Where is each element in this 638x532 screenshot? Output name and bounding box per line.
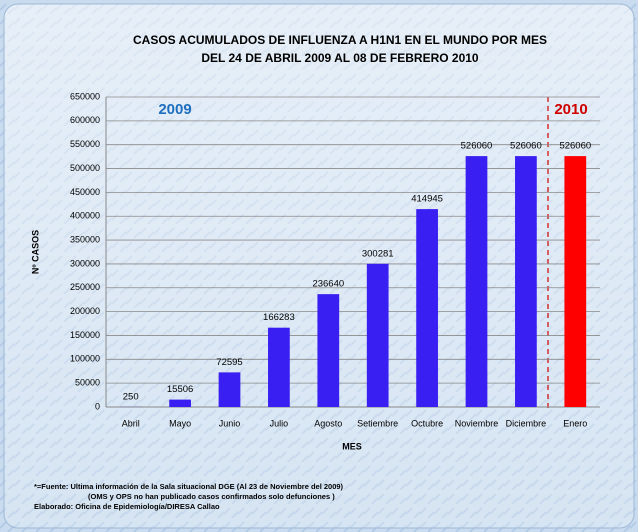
y-tick-label: 250000 [70,282,100,292]
x-tick-label: Agosto [314,418,342,428]
y-tick-label: 0 [95,401,100,411]
y-axis-label: Nº CASOS [30,230,40,274]
footnote: (OMS y OPS no han publicado casos confir… [88,492,335,501]
value-label: 15506 [167,384,193,395]
value-label: 526060 [559,141,591,152]
x-tick-label: Octubre [411,418,443,428]
value-label: 526060 [510,141,542,152]
y-tick-label: 450000 [70,187,100,197]
bar [317,294,340,407]
y-tick-label: 500000 [70,163,100,173]
value-label: 250 [123,391,139,402]
year-annotation: 2010 [554,101,587,118]
bar [218,372,241,407]
bar [268,327,290,407]
y-tick-label: 150000 [70,330,100,340]
bar [465,156,488,407]
value-label: 526060 [461,141,493,152]
y-tick-label: 650000 [70,91,100,101]
value-label: 166283 [263,312,295,323]
x-tick-label: Noviembre [455,418,499,428]
bar [169,399,191,407]
y-tick-label: 600000 [70,115,100,125]
y-tick-label: 100000 [70,354,100,364]
footnote: Elaborado: Oficina de Epidemiología/DIRE… [34,502,220,511]
x-tick-label: Abril [122,418,140,428]
x-axis-label: MES [342,441,362,451]
x-tick-label: Julio [270,418,289,428]
chart-title: CASOS ACUMULADOS DE INFLUENZA A H1N1 EN … [133,33,547,47]
value-label: 236640 [312,279,344,290]
value-label: 72595 [216,357,242,368]
x-tick-label: Mayo [169,418,191,428]
x-tick-label: Setiembre [357,418,398,428]
y-tick-label: 400000 [70,211,100,221]
y-tick-label: 550000 [70,139,100,149]
bar [416,209,438,407]
x-tick-label: Diciembre [506,418,547,428]
footnote: *=Fuente: Ultima información de la Sala … [34,482,344,491]
year-annotation: 2009 [158,101,191,118]
bar [366,263,389,407]
y-tick-label: 300000 [70,258,100,268]
bar [515,156,537,407]
bar [564,156,587,407]
y-tick-label: 350000 [70,234,100,244]
value-label: 414945 [411,194,443,205]
y-tick-label: 200000 [70,306,100,316]
x-tick-label: Enero [563,418,587,428]
chart-title: DEL 24 DE ABRIL 2009 AL 08 DE FEBRERO 20… [201,51,479,65]
y-tick-label: 50000 [75,378,100,388]
value-label: 300281 [362,248,394,259]
x-tick-label: Junio [219,418,241,428]
